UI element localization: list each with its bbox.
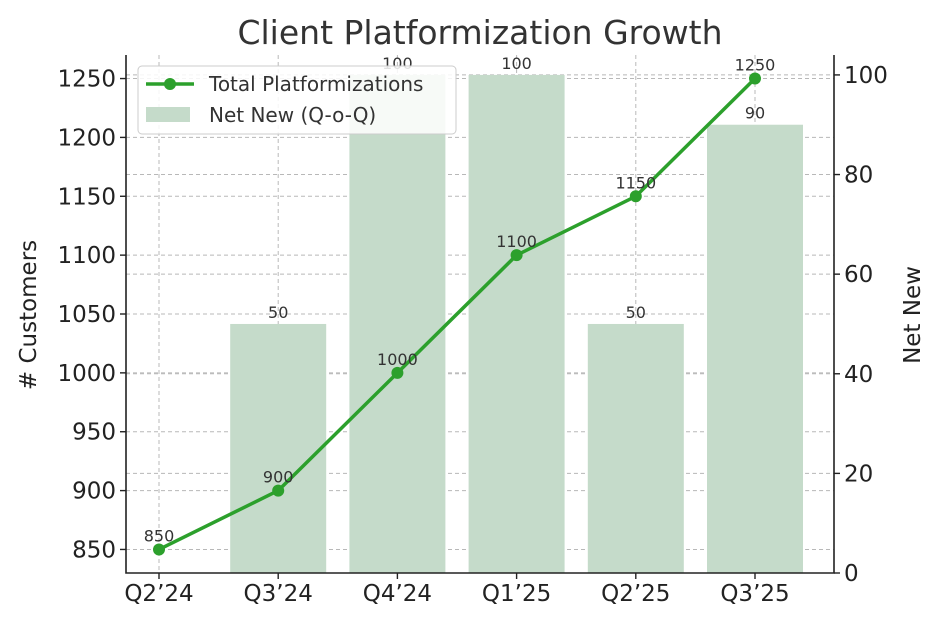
bar	[707, 124, 803, 573]
line-series	[153, 72, 761, 556]
data-point	[391, 366, 404, 379]
x-tick-label: Q4’24	[363, 581, 432, 607]
y-axis-left-label: # Customers	[16, 240, 42, 390]
bar	[468, 74, 565, 573]
axes: 850 900 950 1000 1050 1100 1150 1200 1250 0 20 40 60…	[57, 55, 888, 607]
y-tick-label-left: 1000	[57, 361, 116, 387]
point-data-label: 900	[263, 468, 294, 487]
y-tick-label-right: 60	[844, 262, 873, 288]
y-tick-label-left: 850	[72, 537, 116, 563]
data-point	[510, 249, 523, 262]
x-tick-label: Q1’25	[482, 581, 551, 607]
point-data-label: 1100	[496, 232, 537, 251]
y-tick-label-left: 1100	[57, 243, 116, 269]
y-tick-label-left: 900	[72, 479, 116, 505]
point-data-label: 1250	[735, 56, 776, 75]
data-point	[629, 190, 642, 203]
bar-data-label: 100	[501, 54, 532, 73]
data-point	[749, 72, 761, 85]
bar-data-label: 50	[268, 303, 288, 322]
point-data-label: 850	[144, 526, 175, 545]
y-tick-label-left: 1050	[57, 302, 116, 328]
x-tick-label: Q3’24	[244, 581, 313, 607]
x-tick-label: Q2’24	[124, 581, 193, 607]
x-tick-label: Q3’25	[720, 581, 789, 607]
point-data-label: 1150	[615, 173, 656, 192]
y-tick-label-right: 40	[844, 362, 873, 388]
bar-data-label: 50	[626, 303, 646, 322]
legend-bar-swatch	[146, 107, 190, 122]
bar-series	[230, 74, 803, 573]
y-tick-label-left: 950	[72, 420, 116, 446]
point-data-label: 1000	[377, 350, 418, 369]
bar-data-label: 90	[745, 104, 765, 123]
legend-entry-total: Total Platformizations	[208, 72, 423, 96]
y-tick-label-left: 1200	[57, 125, 116, 151]
y-tick-label-right: 0	[844, 561, 859, 587]
data-point	[272, 484, 285, 497]
bar	[587, 323, 684, 573]
legend-box	[137, 65, 457, 135]
y-tick-label-right: 20	[844, 461, 873, 487]
y-tick-label-right: 100	[844, 63, 888, 89]
legend-entry-net-new: Net New (Q-o-Q)	[209, 103, 376, 127]
legend-marker-swatch	[164, 78, 176, 90]
data-point	[153, 543, 165, 556]
y-axis-right-label: Net New	[900, 266, 926, 364]
x-tick-label: Q2’25	[601, 581, 670, 607]
bar	[230, 323, 327, 573]
y-tick-label-right: 80	[844, 163, 873, 189]
chart-title: Client Platformization Growth	[237, 13, 722, 52]
y-tick-label-left: 1250	[57, 67, 116, 93]
line-data-labels: 850 900 1000 1100 1150 1250	[144, 56, 776, 546]
bar	[349, 74, 446, 573]
series-line	[158, 77, 757, 552]
y-tick-label-left: 1150	[57, 184, 116, 210]
legend: Total Platformizations Net New (Q-o-Q)	[137, 65, 457, 135]
